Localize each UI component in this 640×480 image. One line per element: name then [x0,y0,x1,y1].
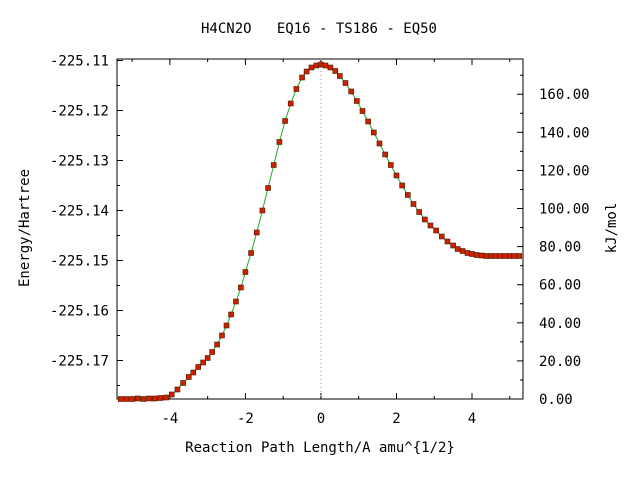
x-axis-label: Reaction Path Length/A amu^{1/2} [185,440,455,456]
data-point [348,88,354,95]
data-point [444,238,451,245]
data-point [322,62,329,69]
data-point [174,386,181,393]
data-point [405,192,411,198]
y2-tick-label: 160.00 [539,87,590,103]
data-point [134,395,141,402]
data-point [129,396,135,402]
y2-tick-label: 120.00 [539,163,590,179]
x-tick-label: 0 [317,411,325,427]
data-point [427,222,434,229]
data-point [204,355,211,361]
y2-tick-label: 60.00 [539,278,581,294]
data-point [157,395,164,401]
data-point [438,233,445,240]
data-point [293,86,300,92]
data-point [433,227,439,234]
data-point [299,74,305,81]
data-point [371,129,377,136]
data-point [359,108,366,114]
y2-tick-label: 0.00 [539,392,573,408]
data-point [459,248,466,254]
data-point [163,394,169,401]
data-point [327,64,334,71]
data-point [303,68,310,75]
data-point [473,252,480,258]
data-point [497,253,504,259]
y2-tick-label: 40.00 [539,316,581,332]
x-tick-label: -4 [161,411,178,427]
y-axis-label: Energy/Hartree [17,169,33,287]
y2-tick-label: 80.00 [539,240,581,256]
y-tick-label: -225.16 [50,304,109,320]
data-point [337,73,343,79]
data-point [195,364,201,370]
data-point [233,298,239,305]
data-point [238,284,244,291]
data-point [168,391,175,398]
data-point [388,162,394,168]
data-point [332,68,339,74]
data-point [253,229,260,236]
data-point [180,380,186,386]
x-tick-label: 4 [468,411,476,427]
data-point [242,269,249,275]
data-point [270,162,277,168]
y-tick-label: -225.12 [50,104,109,120]
y2-tick-label: 20.00 [539,354,581,370]
data-point [422,216,428,223]
y2-tick-label: 140.00 [539,125,590,141]
data-point [308,64,315,71]
data-point [354,98,360,104]
y-tick-label: -225.11 [50,54,109,70]
data-point [123,396,130,402]
data-point [185,374,192,380]
data-point [416,209,422,215]
chart-title: H4CN2O EQ16 - TS186 - EQ50 [201,21,437,37]
data-point [342,80,349,86]
data-point [376,140,383,147]
data-point [117,396,124,402]
data-point [450,242,456,249]
data-point [516,253,523,259]
data-point [228,311,234,318]
x-tick-label: -2 [237,411,254,427]
energy-curve [120,63,520,400]
data-point [209,349,215,355]
data-point [151,395,158,402]
plot-frame [116,58,524,400]
data-point [365,118,371,125]
data-point [410,201,417,207]
y-tick-label: -225.17 [50,354,109,370]
data-point [200,359,206,366]
data-point [190,369,197,376]
y2-tick-label: 100.00 [539,202,590,218]
data-point [454,246,461,252]
data-point [382,151,388,158]
data-point [399,182,405,189]
y-tick-label: -225.14 [50,204,109,220]
data-point [219,332,225,339]
y-tick-label: -225.13 [50,154,109,170]
y-tick-label: -225.15 [50,254,109,270]
data-point [276,139,283,145]
data-point [265,185,271,191]
data-point [214,341,220,348]
data-point [223,322,230,329]
data-point [492,253,499,259]
data-point [393,172,400,179]
y2-axis-label: kJ/mol [604,203,620,254]
data-point [248,250,254,256]
data-point [478,252,485,259]
data-point [511,253,518,259]
data-point [287,100,294,107]
data-point [259,207,266,214]
x-tick-label: 2 [392,411,400,427]
data-point [282,118,288,124]
data-point [140,396,147,402]
data-point [146,395,152,402]
